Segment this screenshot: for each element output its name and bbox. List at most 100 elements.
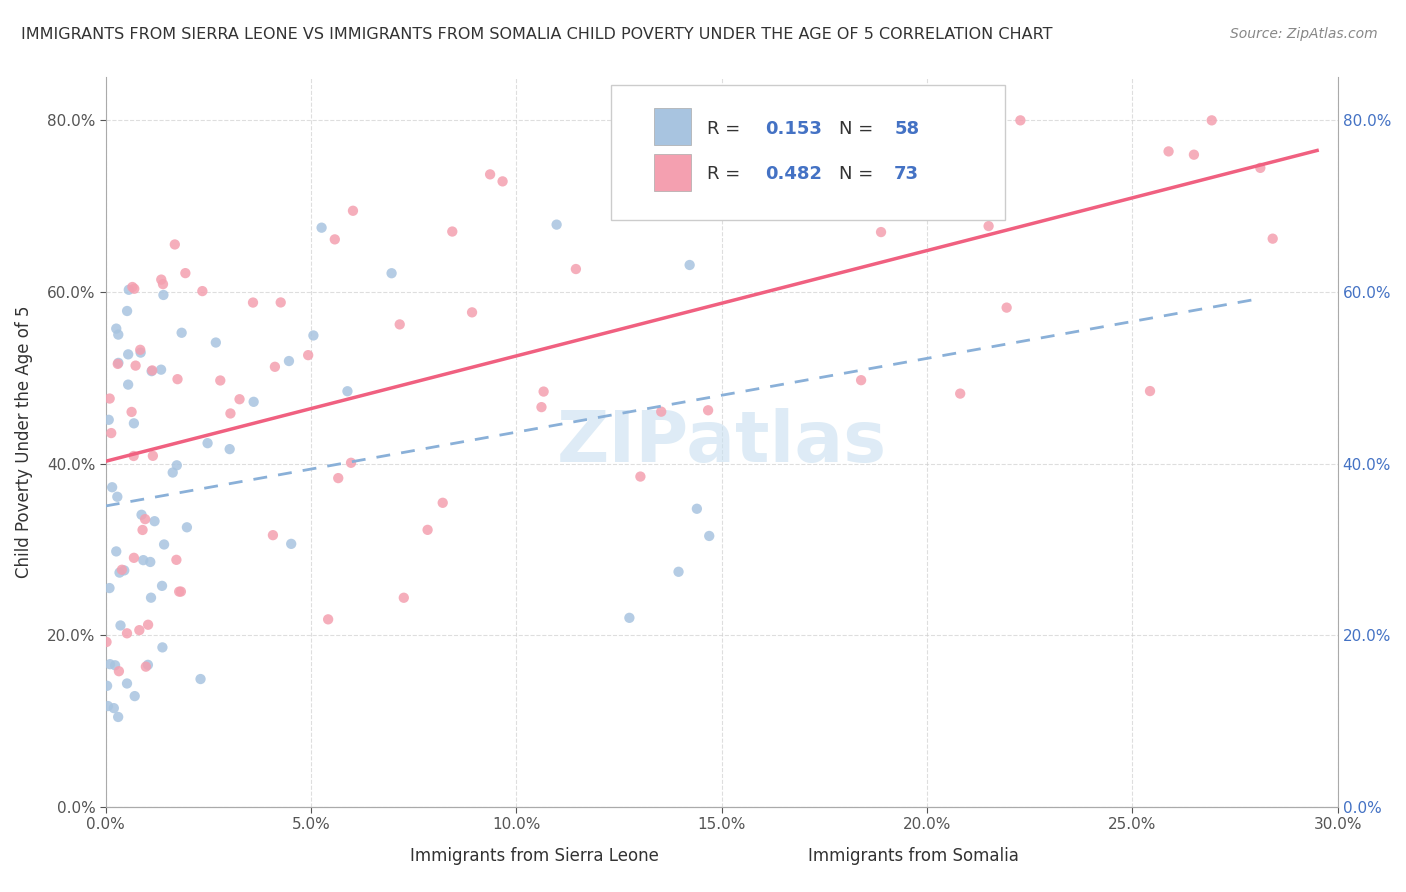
- Text: Immigrants from Sierra Leone: Immigrants from Sierra Leone: [409, 847, 659, 865]
- FancyBboxPatch shape: [610, 85, 1005, 219]
- Point: [129, 343, 152, 357]
- Point: [316, 612, 339, 626]
- Point: [1261, 232, 1284, 246]
- Point: [122, 282, 145, 296]
- Point: [117, 377, 139, 392]
- Point: [228, 392, 250, 407]
- Point: [174, 266, 197, 280]
- Point: [96, 635, 118, 649]
- Point: [98, 392, 121, 406]
- Point: [977, 219, 1000, 233]
- Point: [278, 354, 301, 368]
- Point: [132, 553, 155, 567]
- Point: [134, 512, 156, 526]
- Text: 73: 73: [894, 166, 920, 184]
- Point: [112, 563, 135, 577]
- Point: [176, 520, 198, 534]
- Point: [381, 266, 404, 280]
- Point: [142, 449, 165, 463]
- Point: [441, 225, 464, 239]
- Point: [530, 400, 553, 414]
- Point: [115, 626, 138, 640]
- Point: [163, 237, 186, 252]
- Point: [1157, 145, 1180, 159]
- Point: [97, 413, 120, 427]
- Point: [98, 581, 121, 595]
- Point: [152, 277, 174, 292]
- Point: [242, 394, 264, 409]
- Point: [950, 160, 973, 174]
- Point: [697, 529, 720, 543]
- Point: [242, 295, 264, 310]
- Point: [124, 359, 146, 373]
- Point: [98, 657, 121, 672]
- Point: [280, 537, 302, 551]
- Point: [870, 225, 893, 239]
- Point: [105, 321, 128, 335]
- Point: [170, 326, 193, 340]
- Point: [628, 469, 651, 483]
- Point: [962, 113, 984, 128]
- Point: [122, 550, 145, 565]
- Text: 0.153: 0.153: [765, 120, 821, 137]
- Point: [342, 203, 364, 218]
- Point: [170, 584, 193, 599]
- Point: [1201, 113, 1223, 128]
- Point: [461, 305, 484, 319]
- Point: [995, 301, 1018, 315]
- Point: [328, 471, 350, 485]
- Point: [219, 407, 242, 421]
- Point: [105, 490, 128, 504]
- Point: [150, 579, 173, 593]
- Point: [546, 218, 568, 232]
- Point: [311, 220, 333, 235]
- Point: [122, 417, 145, 431]
- Point: [108, 664, 131, 678]
- Text: Source: ZipAtlas.com: Source: ZipAtlas.com: [1230, 27, 1378, 41]
- Point: [115, 304, 138, 318]
- Point: [262, 528, 284, 542]
- Point: [166, 372, 188, 386]
- Point: [162, 466, 184, 480]
- Point: [152, 288, 174, 302]
- Point: [849, 373, 872, 387]
- Point: [100, 426, 122, 441]
- Point: [619, 611, 641, 625]
- Point: [432, 496, 454, 510]
- Point: [135, 659, 157, 673]
- Point: [129, 345, 152, 359]
- Point: [139, 591, 162, 605]
- Point: [107, 357, 129, 371]
- Point: [1249, 161, 1271, 175]
- Point: [209, 374, 232, 388]
- Point: [697, 403, 720, 417]
- Point: [108, 566, 131, 580]
- Point: [416, 523, 439, 537]
- Text: N =: N =: [839, 120, 879, 137]
- FancyBboxPatch shape: [654, 154, 690, 191]
- Point: [949, 386, 972, 401]
- Text: IMMIGRANTS FROM SIERRA LEONE VS IMMIGRANTS FROM SOMALIA CHILD POVERTY UNDER THE : IMMIGRANTS FROM SIERRA LEONE VS IMMIGRAN…: [21, 27, 1053, 42]
- Point: [197, 436, 219, 450]
- Point: [131, 523, 153, 537]
- Text: R =: R =: [707, 120, 747, 137]
- Point: [191, 284, 214, 298]
- Point: [128, 623, 150, 637]
- Y-axis label: Child Poverty Under the Age of 5: Child Poverty Under the Age of 5: [15, 306, 32, 578]
- Point: [136, 617, 159, 632]
- Point: [190, 672, 212, 686]
- Point: [479, 167, 502, 181]
- Point: [122, 449, 145, 463]
- Point: [143, 514, 166, 528]
- Point: [110, 618, 132, 632]
- Point: [533, 384, 555, 399]
- Point: [152, 640, 174, 655]
- Point: [107, 356, 129, 370]
- Point: [205, 335, 228, 350]
- Point: [105, 544, 128, 558]
- Text: R =: R =: [707, 166, 747, 184]
- Point: [392, 591, 415, 605]
- Point: [668, 565, 690, 579]
- Point: [825, 113, 848, 128]
- Point: [107, 710, 129, 724]
